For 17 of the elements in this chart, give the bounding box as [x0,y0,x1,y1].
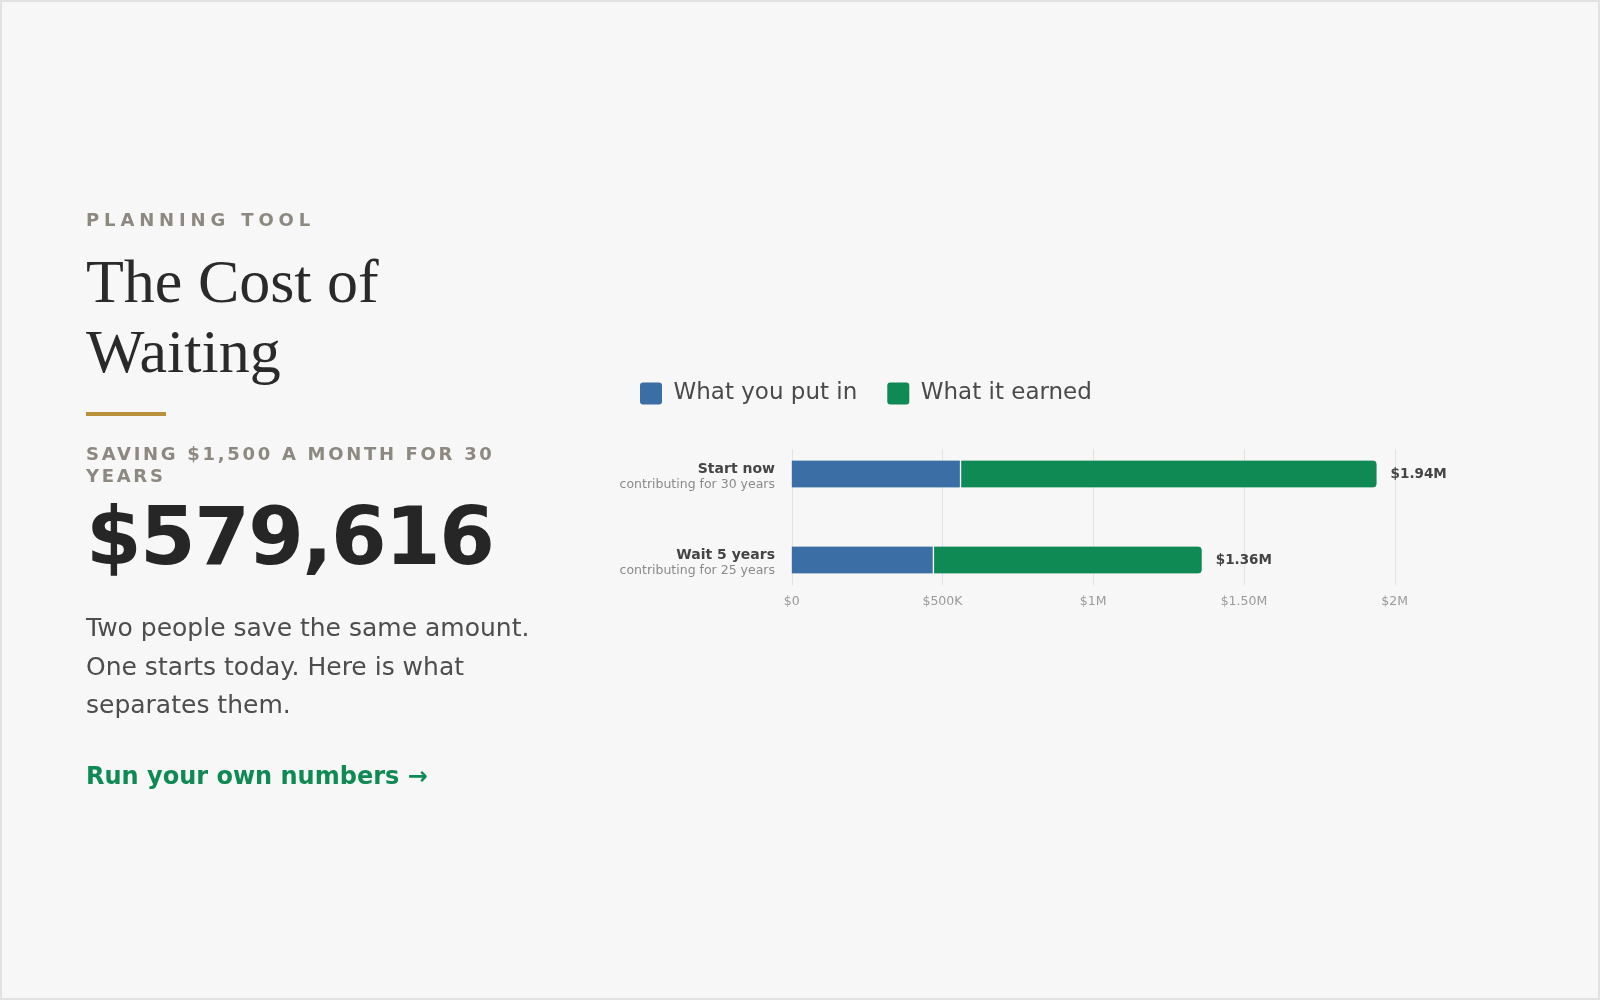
legend-label: What you put in [673,378,858,405]
text: The Cost of Waiting [86,245,380,386]
total-label: $1.36M [1215,550,1272,567]
text: Two people save the same amount. One starts today. Here is what separates them. [86,612,531,722]
x-tick-label: $2M [1381,593,1409,609]
text: Run your own numbers → [86,761,428,790]
text: SAVING $1,500 A MONTH FOR 30 YEARS [86,442,496,487]
x-tick-label: $1.50M [1220,593,1268,609]
total-label: $1.94M [1390,464,1447,481]
x-tick-label: $500K [922,593,964,609]
text: $579,616 [86,490,495,584]
legend-label: What it earned [920,378,1092,405]
y-tick-label: Start now contributing for 30 years [619,459,776,491]
x-tick-label: $0 [783,593,800,609]
text: PLANNING TOOL [86,208,317,231]
y-tick-label: Wait 5 years contributing for 25 years [619,545,775,577]
x-tick-label: $1M [1079,593,1107,609]
